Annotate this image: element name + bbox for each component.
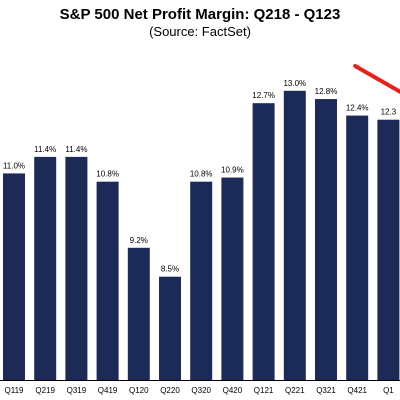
x-tick-label: Q421 [347, 386, 367, 395]
chart-subtitle: (Source: FactSet) [149, 24, 251, 39]
bar-q319 [65, 156, 88, 380]
bar-q122 [377, 119, 400, 381]
data-label: 12.4% [346, 104, 369, 113]
x-tick-label: Q321 [316, 386, 336, 395]
chart-title: S&P 500 Net Profit Margin: Q218 - Q123 [59, 6, 341, 23]
bar-q120 [127, 247, 150, 380]
data-label: 9.2% [130, 236, 148, 245]
x-tick-label: Q220 [160, 386, 180, 395]
x-tick-label: Q119 [5, 386, 25, 395]
data-label: 8.5% [161, 265, 179, 274]
bar-q119 [3, 173, 25, 380]
data-label: 12.3 [381, 108, 397, 117]
data-label: 13.0% [283, 79, 306, 88]
bar-q321 [315, 99, 337, 380]
data-label: 10.8% [190, 170, 213, 179]
data-label: 11.4% [65, 145, 87, 154]
data-label: 11.0% [3, 161, 25, 170]
data-label: 11.4% [34, 145, 56, 154]
trend-arrow [353, 64, 400, 95]
bar-q419 [96, 181, 119, 380]
bar-q421 [346, 115, 369, 380]
x-tick-label: Q320 [191, 386, 211, 395]
data-label: 10.9% [221, 166, 244, 175]
x-tick-label: Q419 [98, 386, 118, 395]
x-tick-label: Q121 [254, 386, 274, 395]
x-tick-label: Q319 [67, 386, 87, 395]
data-label: 10.8% [96, 170, 119, 179]
bar-q420 [221, 177, 244, 380]
x-tick-label: Q1 [383, 386, 394, 395]
bar-q220 [159, 276, 181, 380]
bar-q320 [190, 181, 213, 380]
bar-q221 [283, 90, 306, 380]
x-tick-label: Q420 [223, 386, 243, 395]
bar-q219 [34, 156, 57, 380]
data-label: 12.8% [315, 87, 338, 96]
x-tick-label: Q120 [129, 386, 149, 395]
x-tick-label: Q221 [285, 386, 305, 395]
x-tick-label: Q219 [35, 386, 55, 395]
data-label: 12.7% [252, 91, 275, 100]
bar-q121 [252, 103, 275, 381]
